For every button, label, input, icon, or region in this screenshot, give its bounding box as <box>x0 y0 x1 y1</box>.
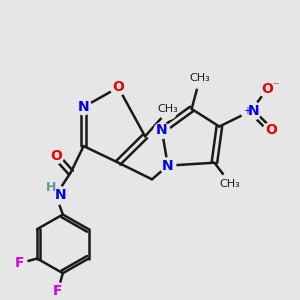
Circle shape <box>48 148 64 164</box>
Circle shape <box>159 102 177 120</box>
Text: F: F <box>53 284 63 298</box>
Text: N: N <box>78 100 89 114</box>
Text: O: O <box>112 80 124 94</box>
Circle shape <box>154 123 170 138</box>
Text: O: O <box>261 82 273 96</box>
Circle shape <box>263 123 279 138</box>
Circle shape <box>50 283 66 298</box>
Text: +: + <box>243 106 251 116</box>
Circle shape <box>160 158 176 173</box>
Circle shape <box>220 173 238 191</box>
Text: N: N <box>248 104 260 118</box>
Text: H: H <box>46 181 56 194</box>
Circle shape <box>241 101 261 121</box>
Text: CH₃: CH₃ <box>189 73 210 82</box>
Circle shape <box>46 185 66 205</box>
Circle shape <box>110 80 126 95</box>
Text: F: F <box>14 256 24 270</box>
Text: ⁻: ⁻ <box>272 80 279 93</box>
Text: O: O <box>265 123 277 137</box>
Text: CH₃: CH₃ <box>158 104 178 114</box>
Circle shape <box>190 71 208 88</box>
Text: N: N <box>55 188 67 202</box>
Text: N: N <box>162 159 174 172</box>
Text: N: N <box>156 123 168 137</box>
Circle shape <box>11 256 27 271</box>
Text: O: O <box>50 149 62 163</box>
Circle shape <box>76 99 91 115</box>
Text: CH₃: CH₃ <box>219 179 240 189</box>
Circle shape <box>259 82 275 97</box>
